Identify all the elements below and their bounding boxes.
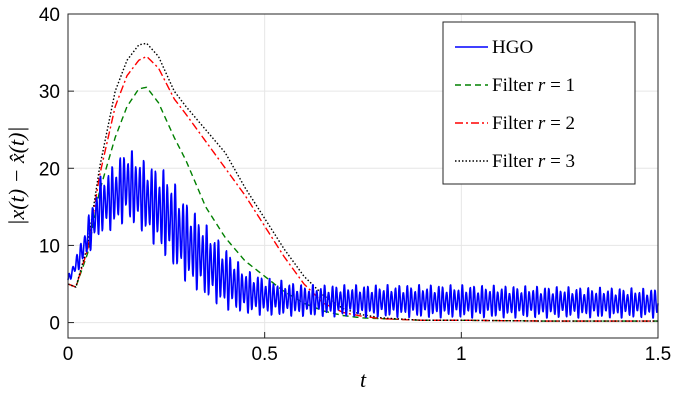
series-line-filter-r-2 (67, 55, 658, 322)
x-ticks: 0 0.5 1 1.5 (63, 332, 671, 365)
y-ticks: 0 10 20 30 40 (39, 5, 74, 335)
x-tick-label: 0 (63, 344, 74, 365)
legend-box (442, 21, 636, 185)
legend-label: Filter r = 3 (492, 151, 575, 172)
series-layer (67, 42, 659, 322)
y-tick-label: 40 (39, 5, 60, 26)
x-tick-label: 1 (456, 344, 467, 365)
plot-frame (67, 13, 659, 339)
y-axis-label: |x(t) − x̂(t)| (4, 127, 29, 226)
y-tick-label: 0 (49, 314, 60, 335)
y-tick-label: 20 (39, 159, 60, 180)
legend-label: HGO (492, 37, 533, 58)
legend: HGO Filter r = 1 Filter r = 2 Filter r = 3 (442, 21, 636, 185)
y-tick-label: 30 (39, 82, 60, 103)
series-line-filter-r-1 (67, 86, 658, 322)
series-line-filter-r-3 (67, 42, 658, 322)
x-tick-label: 1.5 (645, 344, 671, 365)
y-tick-label: 10 (39, 236, 60, 257)
x-tick-label: 0.5 (251, 344, 277, 365)
series-line-hgo (67, 150, 659, 319)
legend-label: Filter r = 2 (492, 113, 575, 134)
legend-label: Filter r = 1 (492, 75, 575, 96)
x-axis-label: t (360, 367, 367, 392)
